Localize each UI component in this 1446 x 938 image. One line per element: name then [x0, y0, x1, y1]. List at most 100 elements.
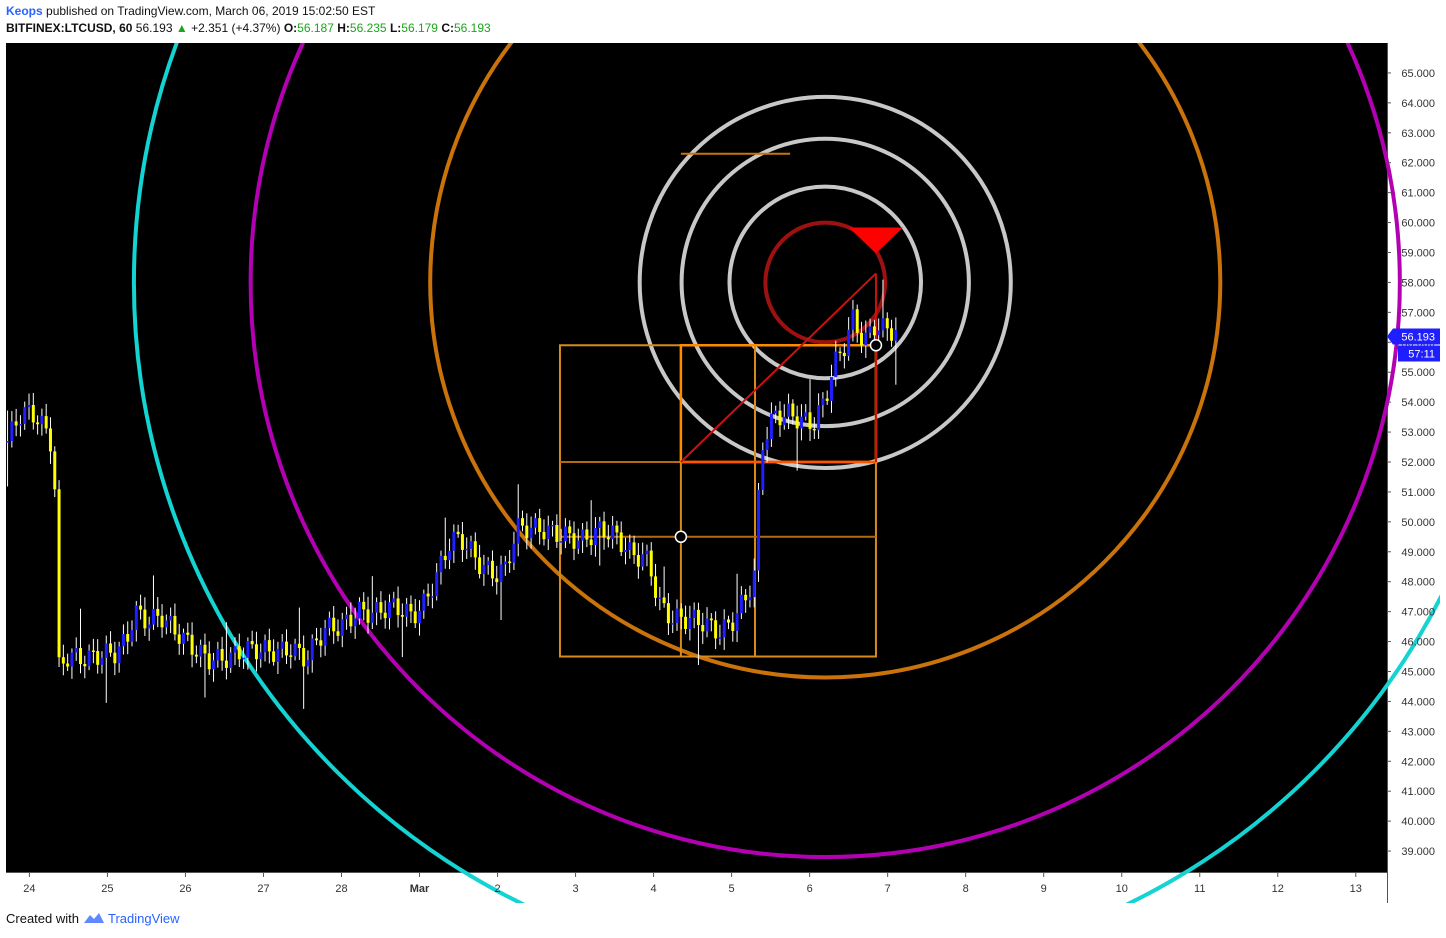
open-value: 56.187 [297, 21, 334, 35]
candle-body [143, 609, 147, 629]
candle-body [70, 652, 74, 667]
candle-body [864, 332, 868, 346]
candle-body [469, 541, 473, 549]
price-axis[interactable]: 65.000 64.000 63.000 62.000 61.000 60.000 59.0… [1387, 68, 1435, 858]
candle-body [126, 633, 130, 642]
low-value: 56.179 [401, 21, 438, 35]
candle-body [422, 593, 426, 611]
candle-body [761, 450, 765, 490]
candle-body [36, 422, 40, 425]
candle-body [748, 597, 752, 601]
candle-body [881, 318, 885, 331]
candle-body [87, 650, 91, 667]
candle-body [666, 603, 670, 624]
y-tick-label: 62.000 [1401, 158, 1435, 170]
x-tick-label: 7 [885, 883, 891, 895]
x-tick-label: 26 [179, 883, 191, 895]
candle-body [654, 576, 658, 598]
candle-body [718, 637, 722, 639]
candle-body [23, 407, 27, 424]
candle-body [383, 612, 387, 619]
candle-body [57, 489, 61, 658]
y-tick-label: 42.000 [1401, 756, 1435, 768]
candle-body [61, 657, 65, 664]
author-link[interactable]: Keops [6, 4, 43, 18]
footer-brand[interactable]: TradingView [108, 911, 180, 926]
candle-body [675, 608, 679, 624]
candle-body [74, 648, 78, 653]
candle-body [533, 518, 537, 528]
candle-body [855, 309, 859, 333]
candle-body [495, 578, 499, 583]
y-tick-label: 48.000 [1401, 577, 1435, 589]
anchor-dot [869, 339, 883, 352]
candle-body [877, 330, 881, 336]
close-value: 56.193 [453, 21, 491, 35]
candle-body [113, 652, 117, 664]
down-triangle-icon [848, 227, 903, 254]
candle-body [169, 615, 173, 621]
price-axis-background [1387, 43, 1440, 903]
close-label: C: [441, 21, 454, 35]
candle-body [246, 641, 250, 658]
candle-body [272, 651, 276, 662]
candle-body [769, 413, 773, 440]
candle-body [490, 560, 494, 579]
candle-body [456, 531, 460, 535]
candle-body [387, 602, 391, 619]
time-axis[interactable]: 24 25 26 27 28 Mar 2 3 4 5 6 7 8 9 10 11 12 13 [23, 872, 1362, 895]
candle-body [563, 526, 567, 542]
candle-body [109, 643, 113, 653]
footer-created: Created with [6, 911, 79, 926]
candle-body [735, 613, 739, 631]
candle-body [203, 644, 207, 654]
candle-body [503, 561, 507, 565]
candle-body [302, 648, 306, 667]
countdown-label: 57:11 [1408, 349, 1435, 361]
circle-ring [428, 43, 1223, 680]
candle-body [572, 533, 576, 549]
x-tick-label: 9 [1041, 883, 1047, 895]
candle-body [757, 489, 761, 571]
candle-body [400, 615, 404, 617]
candle-body [512, 543, 516, 563]
candle-body [847, 329, 851, 357]
candle-body [366, 609, 370, 623]
candle-body [872, 326, 876, 336]
candle-body [336, 631, 340, 636]
candle-body [156, 608, 160, 616]
candle-body [739, 594, 743, 614]
candle-body [353, 618, 357, 627]
candle-body [362, 601, 366, 610]
candle-body [160, 615, 164, 628]
low-label: L: [389, 21, 402, 35]
candle-body [529, 527, 533, 539]
candle-body [259, 652, 263, 660]
candle-body [615, 525, 619, 533]
candle-body [280, 641, 284, 649]
y-tick-label: 55.000 [1401, 367, 1435, 379]
x-tick-label: 27 [257, 883, 269, 895]
candle-body [829, 377, 833, 401]
candle-body [79, 648, 83, 665]
candle-body [263, 640, 267, 653]
candle-body [460, 534, 464, 550]
candle-body [623, 550, 628, 553]
candle-body [10, 421, 14, 442]
candle-body [619, 532, 623, 553]
diagonal-line [680, 272, 877, 463]
candle-body [237, 646, 241, 660]
x-tick-label: 3 [573, 883, 579, 895]
candle-body [147, 624, 151, 629]
candle-body [439, 555, 443, 573]
price-change: +2.351 (+4.37%) [191, 21, 281, 35]
circle-ring [132, 43, 1440, 903]
price-chart[interactable]: 65.000 64.000 63.000 62.000 61.000 60.000 59.0… [6, 43, 1440, 903]
candle-body [525, 525, 529, 539]
candle-body [27, 404, 31, 408]
candle-body [40, 416, 44, 425]
candle-body [91, 650, 95, 653]
candle-body [14, 421, 18, 426]
circle-ring [727, 184, 924, 381]
candle-body [392, 598, 396, 603]
